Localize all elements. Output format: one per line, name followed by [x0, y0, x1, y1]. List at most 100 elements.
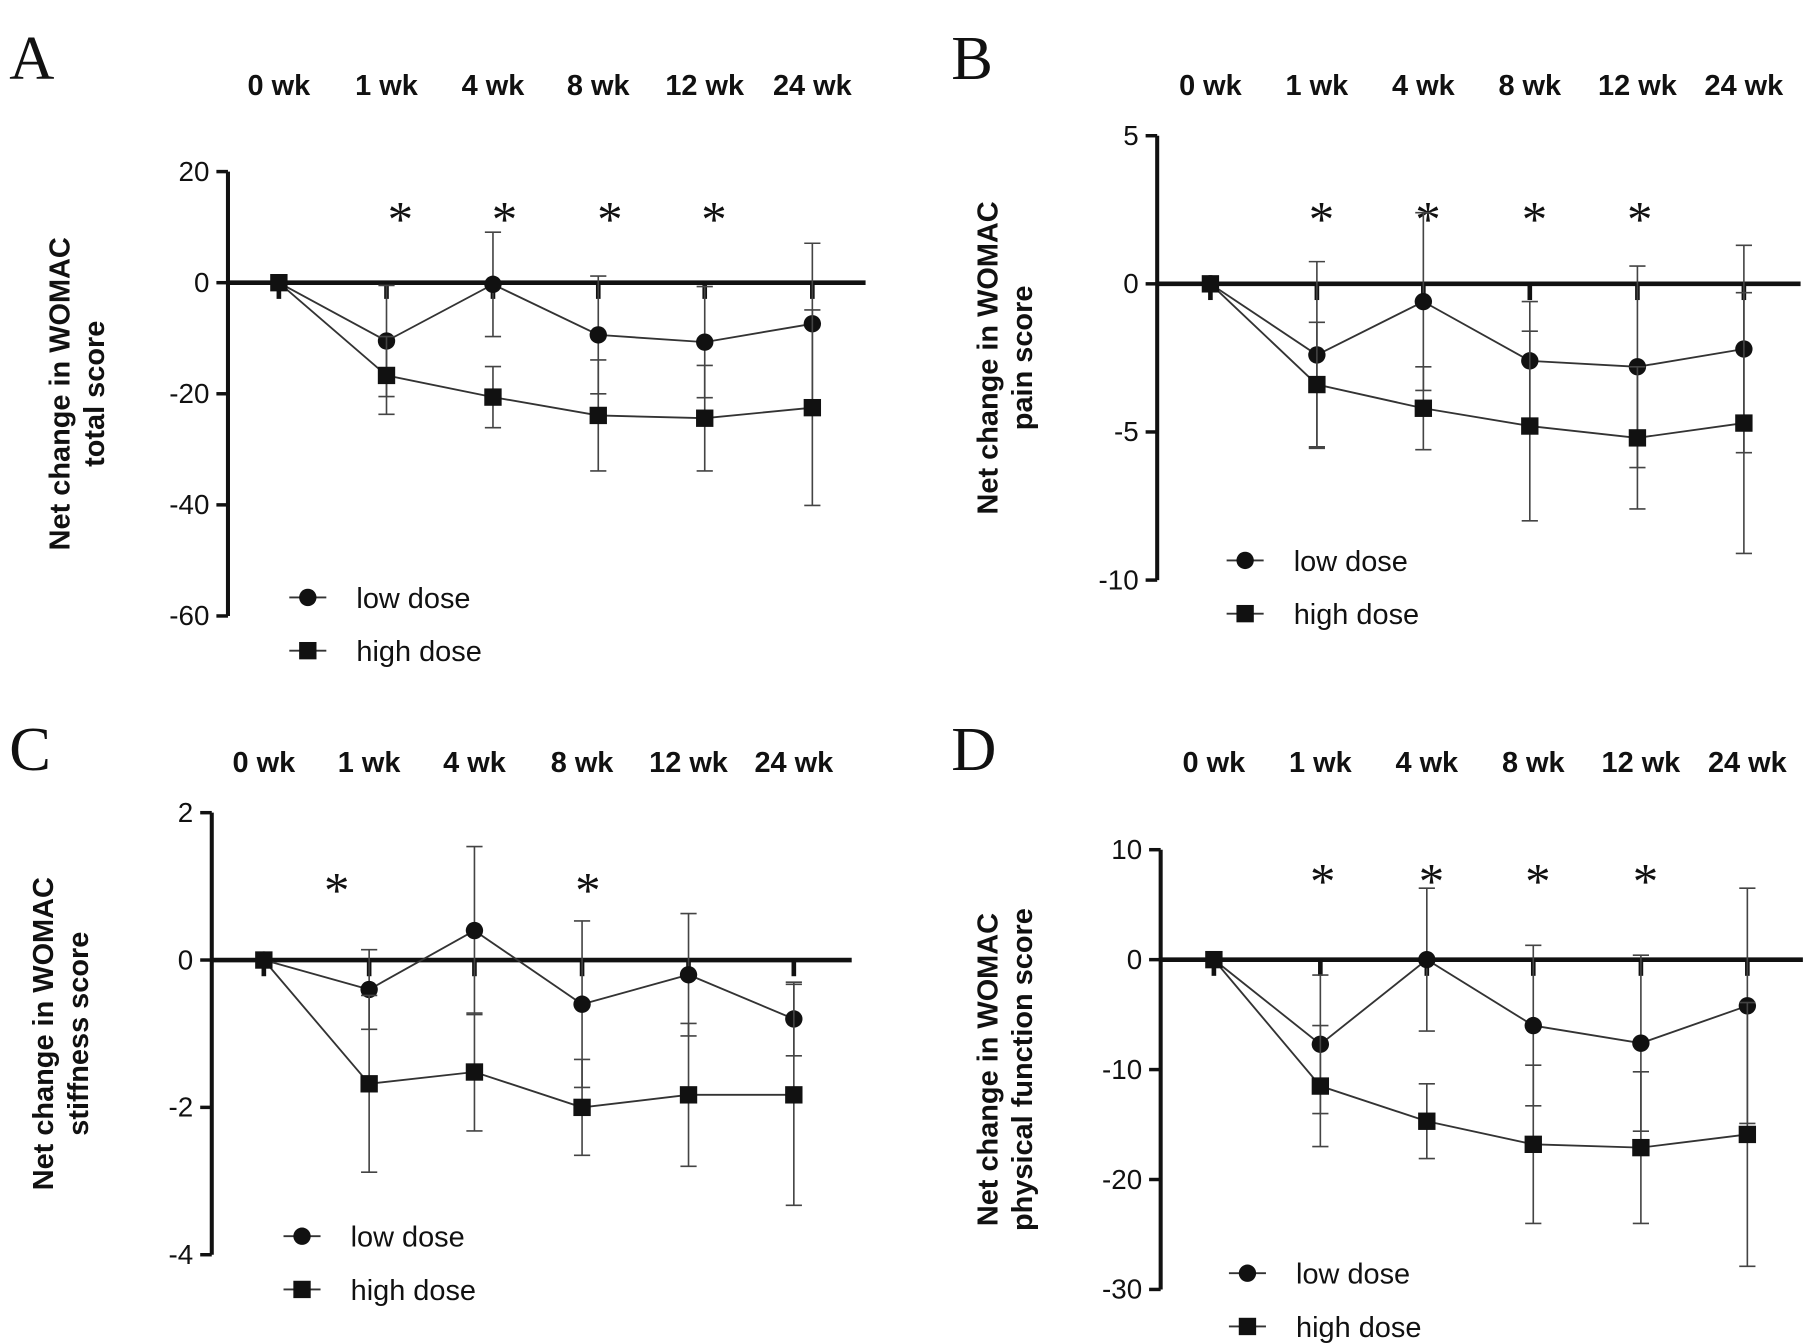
y-axis-label-line: total score: [79, 321, 111, 467]
y-axis-label: Net change in WOMAC physical function sco…: [972, 908, 1039, 1231]
y-axis-label-line: Net change in WOMAC: [28, 877, 60, 1190]
data-point: [1524, 1016, 1542, 1035]
data-point: [803, 398, 822, 417]
x-category-label: 1 wk: [1289, 747, 1353, 779]
x-category-label: 1 wk: [1286, 70, 1350, 102]
series-line: [278, 281, 813, 420]
data-point: [1414, 292, 1433, 311]
panel-d: D 0 wk 1 wk 4 wk 8 wk 12 wk 24 wk 10 0 -10 -20 -30 N…: [951, 714, 1803, 1343]
x-category-label: 8 wk: [551, 747, 615, 779]
significance-asterisk: *: [1525, 854, 1550, 910]
data-point: [270, 274, 288, 292]
x-category-label: 4 wk: [462, 70, 526, 102]
data-point: [1628, 429, 1647, 447]
data-point: [360, 1075, 378, 1093]
data-point: [484, 275, 502, 294]
data-point: [1205, 950, 1223, 969]
data-point: [1414, 399, 1433, 417]
panel-letter: B: [951, 23, 993, 93]
series-high-dose: [1201, 275, 1753, 555]
data-point: [679, 966, 698, 984]
x-category-label: 0 wk: [1183, 747, 1247, 779]
data-point: [696, 409, 714, 427]
y-axis-label-line: Net change in WOMAC: [972, 201, 1004, 514]
y-tick-label: 20: [179, 156, 210, 187]
y-tick-label: 2: [178, 797, 193, 828]
y-tick-label: 0: [194, 267, 209, 298]
x-category-label: 24 wk: [754, 747, 834, 779]
series-low-dose: [1205, 887, 1757, 1132]
y-tick-label: -30: [1102, 1274, 1142, 1305]
legend-marker: [293, 1227, 311, 1245]
legend-marker: [293, 1280, 311, 1299]
legend-label: low dose: [351, 1222, 465, 1254]
x-category-label: 12 wk: [649, 747, 729, 779]
y-tick-label: -20: [169, 378, 209, 409]
data-point: [679, 1086, 698, 1104]
significance-asterisk: *: [575, 864, 600, 920]
data-point: [1524, 1135, 1542, 1154]
panel-a: A 0 wk 1 wk 4 wk 8 wk 12 wk 24 wk 20 0 -20 -40 -60 N…: [9, 23, 866, 668]
legend-label: low dose: [1296, 1259, 1410, 1291]
y-axis-label: Net change in WOMAC total score: [44, 237, 111, 550]
y-tick-label: -40: [169, 489, 209, 520]
data-point: [255, 951, 273, 969]
data-point: [1735, 414, 1753, 432]
legend-marker: [299, 641, 317, 660]
significance-asterisk: *: [1415, 192, 1440, 248]
x-category-label: 0 wk: [248, 70, 312, 102]
y-axis-label: Net change in WOMAC stiffness score: [28, 877, 95, 1190]
data-point: [785, 1086, 803, 1104]
panel-letter: C: [9, 714, 51, 784]
legend-marker: [299, 588, 317, 607]
y-tick-label: 5: [1123, 120, 1138, 151]
x-category-label: 4 wk: [443, 747, 507, 779]
data-point: [465, 921, 484, 940]
x-category-label: 24 wk: [1708, 747, 1788, 779]
y-axis-label-line: pain score: [1007, 286, 1039, 431]
data-point: [1308, 375, 1326, 394]
x-category-label: 12 wk: [1598, 70, 1678, 102]
significance-asterisk: *: [324, 864, 349, 920]
significance-asterisk: *: [388, 192, 413, 248]
series-line: [1209, 283, 1745, 368]
y-axis-label-line: stiffness score: [63, 932, 95, 1136]
data-point: [1632, 1138, 1650, 1157]
y-tick-label: -20: [1102, 1164, 1142, 1195]
series-low-dose: [1201, 211, 1753, 469]
significance-asterisk: *: [1522, 192, 1547, 248]
data-point: [1738, 1125, 1757, 1144]
data-point: [589, 326, 607, 344]
x-category-label: 8 wk: [1502, 747, 1566, 779]
legend-label: high dose: [1294, 599, 1419, 631]
legend-label: low dose: [1294, 546, 1408, 578]
significance-asterisk: *: [1633, 854, 1658, 910]
y-tick-label: -2: [169, 1092, 194, 1123]
x-category-label: 8 wk: [1498, 70, 1562, 102]
significance-asterisk: *: [1627, 192, 1652, 248]
series-line: [263, 929, 795, 1020]
y-tick-label: -5: [1114, 416, 1139, 447]
data-point: [484, 388, 502, 406]
data-point: [1521, 417, 1539, 435]
series-high-dose: [255, 951, 803, 1207]
legend-marker: [1238, 1264, 1257, 1282]
panel-letter: A: [9, 23, 54, 93]
data-point: [377, 366, 396, 385]
y-tick-label: 0: [178, 944, 193, 975]
legend-label: high dose: [356, 636, 481, 668]
y-tick-label: 10: [1111, 834, 1142, 865]
y-axis-label-line: Net change in WOMAC: [44, 237, 76, 550]
data-point: [465, 1063, 484, 1081]
data-point: [1311, 1077, 1330, 1095]
y-tick-label: -4: [169, 1239, 194, 1270]
x-category-label: 8 wk: [567, 70, 631, 102]
series-line: [1213, 958, 1748, 1046]
series-high-dose: [1205, 950, 1757, 1268]
legend-marker: [1236, 604, 1254, 623]
legend-label: high dose: [351, 1275, 476, 1307]
x-category-label: 12 wk: [1602, 747, 1682, 779]
series-line: [263, 959, 794, 1109]
data-point: [573, 1098, 591, 1117]
y-tick-label: -10: [1102, 1054, 1142, 1085]
